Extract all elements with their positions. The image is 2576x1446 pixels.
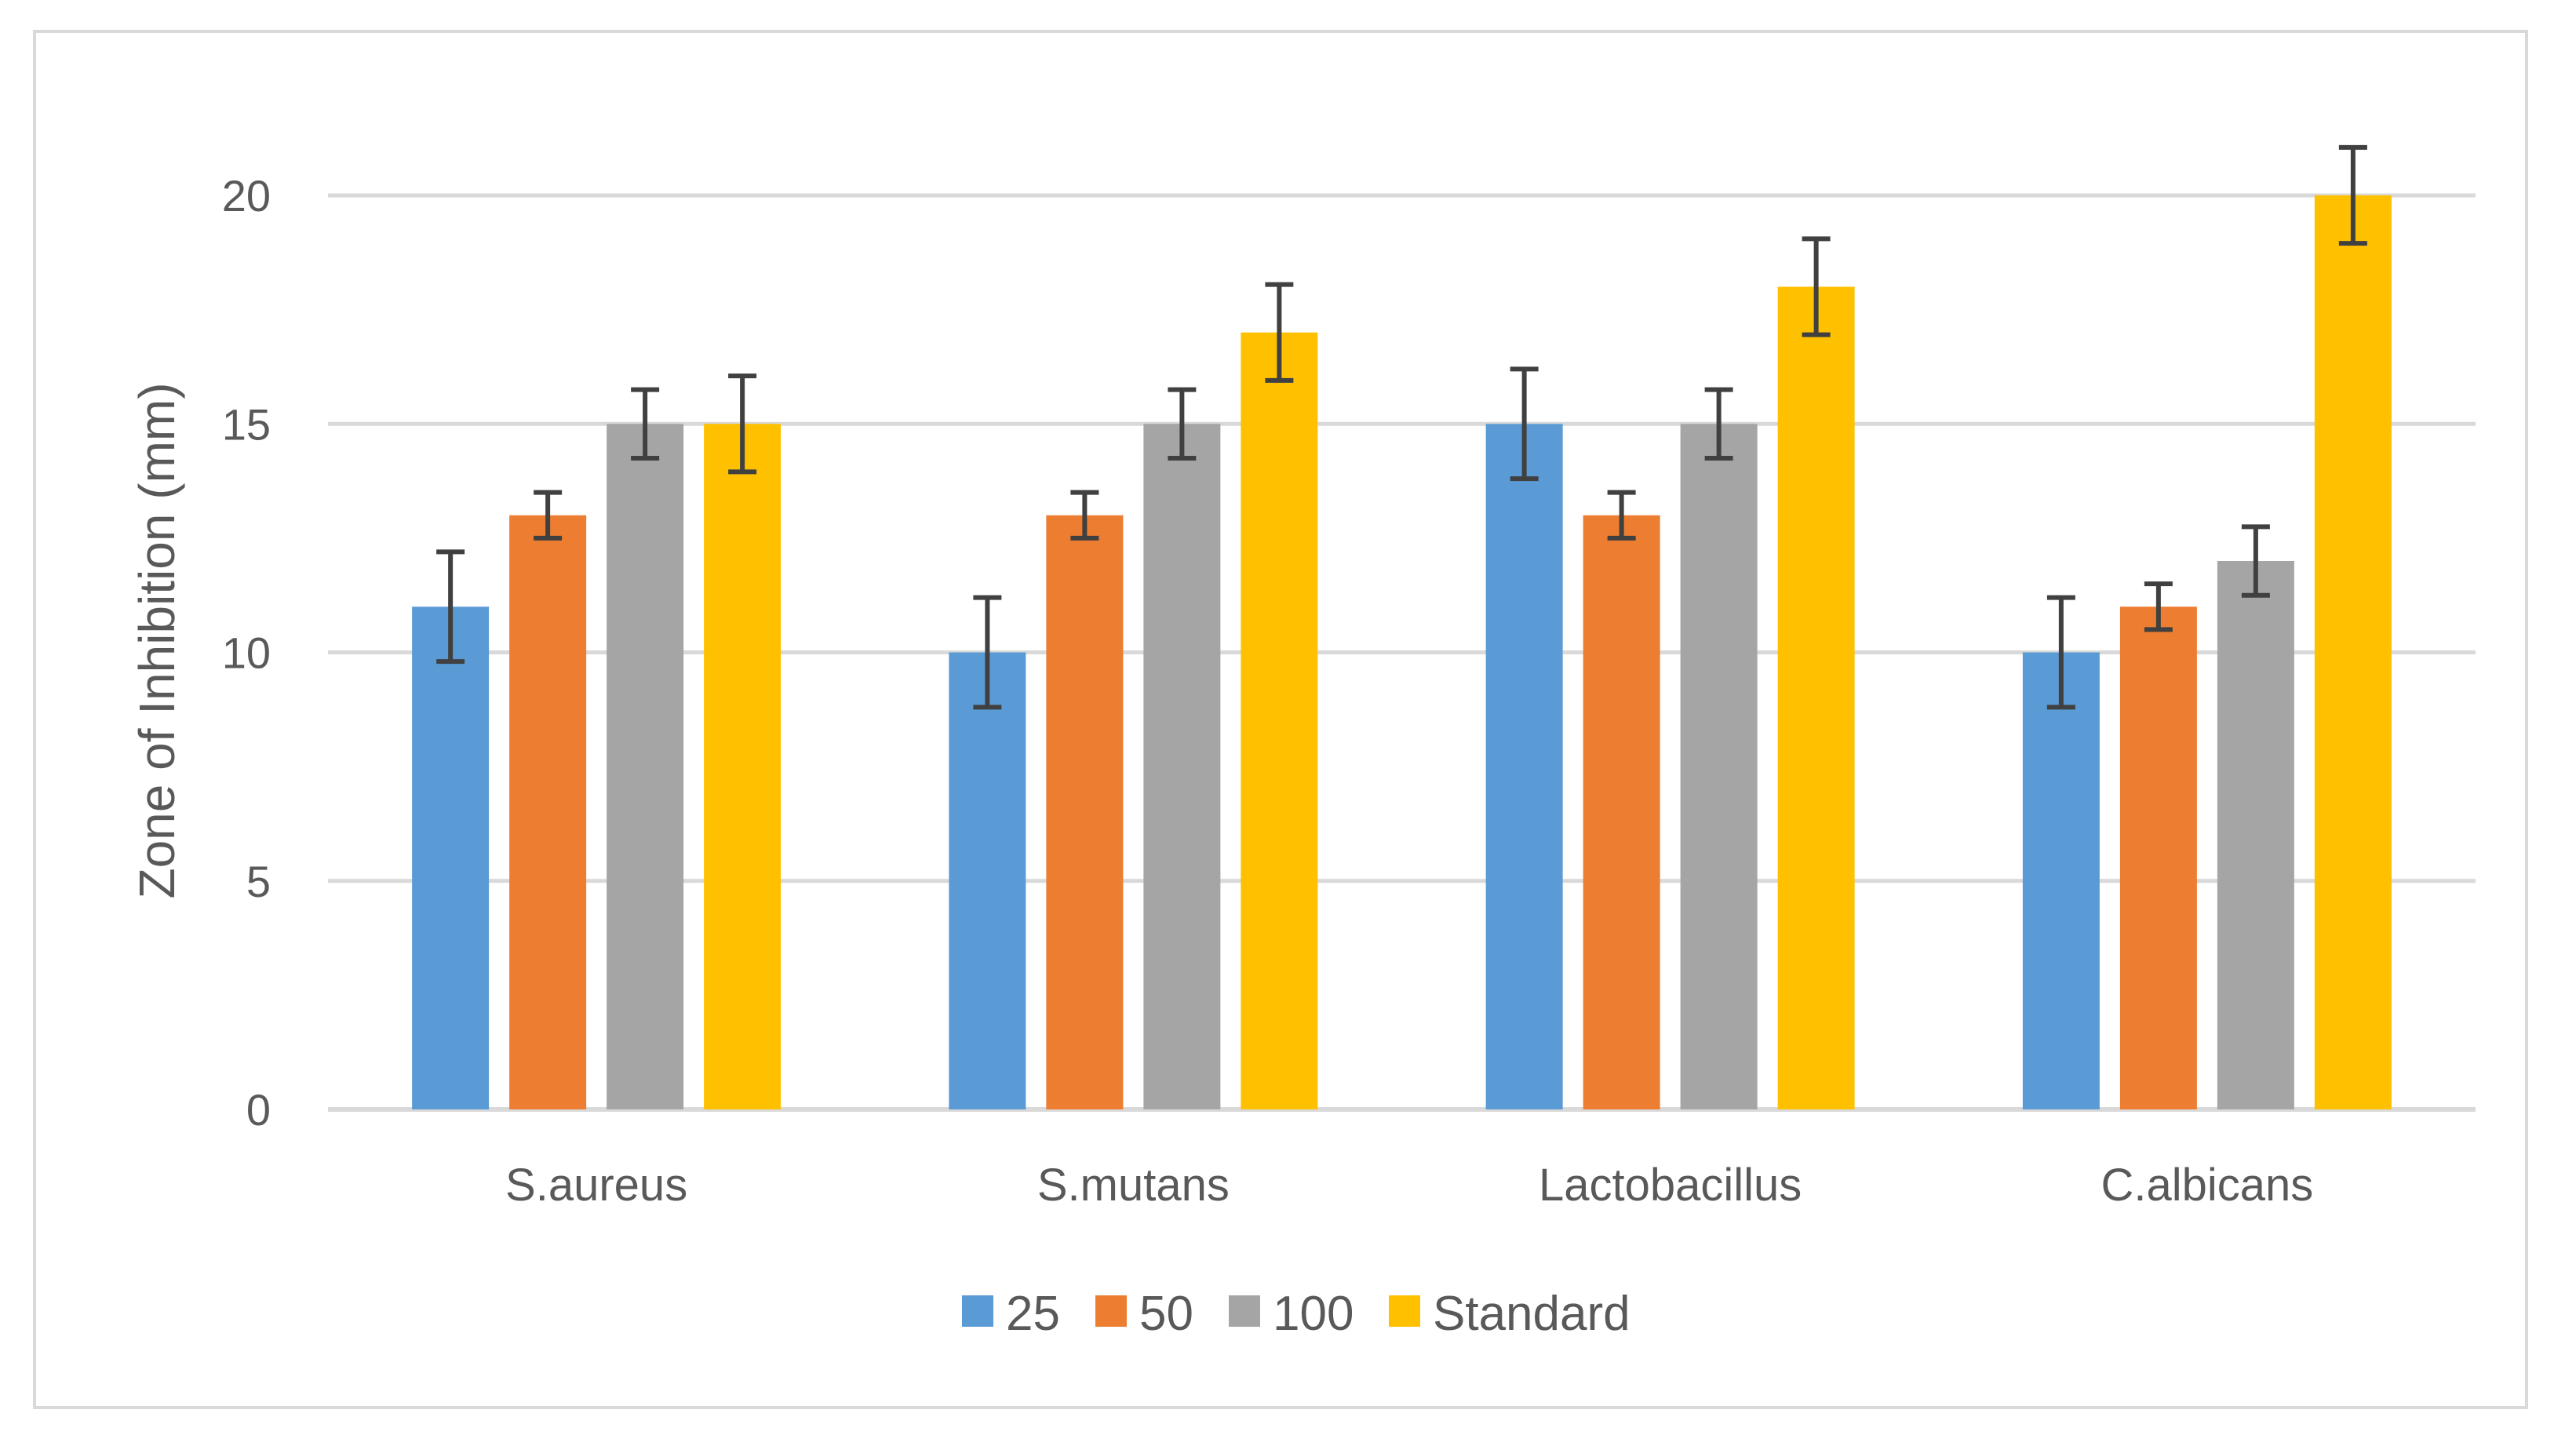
legend-label-25: 25 xyxy=(1006,1287,1060,1341)
bar-c-albicans-25 xyxy=(2022,652,2100,1109)
y-tick-label-15: 15 xyxy=(222,399,271,449)
bar-c-albicans-100 xyxy=(2217,561,2294,1109)
legend-swatch-25 xyxy=(962,1295,993,1327)
legend-swatch-100 xyxy=(1229,1295,1260,1327)
bar-lactobacillus-25 xyxy=(1485,424,1563,1109)
legend-swatch-standard xyxy=(1389,1295,1420,1327)
bar-lactobacillus-50 xyxy=(1583,515,1660,1109)
bar-s-aureus-50 xyxy=(509,515,587,1109)
bar-s-aureus-standard xyxy=(704,424,782,1109)
y-tick-label-5: 5 xyxy=(246,857,271,906)
bar-s-mutans-standard xyxy=(1241,332,1318,1109)
x-tick-label-s-mutans: S.mutans xyxy=(1037,1160,1230,1211)
bar-s-mutans-25 xyxy=(949,652,1026,1109)
bar-lactobacillus-100 xyxy=(1680,424,1758,1109)
x-tick-label-s-aureus: S.aureus xyxy=(505,1160,687,1211)
x-tick-label-c-albicans: C.albicans xyxy=(2101,1160,2313,1211)
y-tick-label-20: 20 xyxy=(222,171,271,220)
legend-label-standard: Standard xyxy=(1433,1287,1630,1341)
legend-label-50: 50 xyxy=(1139,1287,1193,1341)
y-tick-label-0: 0 xyxy=(246,1085,271,1135)
bar-s-aureus-25 xyxy=(412,606,490,1109)
legend-label-100: 100 xyxy=(1273,1287,1354,1341)
bar-s-mutans-100 xyxy=(1143,424,1221,1109)
y-tick-label-10: 10 xyxy=(222,628,271,678)
bar-lactobacillus-standard xyxy=(1777,286,1855,1109)
bar-s-aureus-100 xyxy=(607,424,684,1109)
y-axis-title: Zone of Inhibition (mm) xyxy=(129,382,185,898)
bar-c-albicans-50 xyxy=(2119,606,2197,1109)
legend-swatch-50 xyxy=(1095,1295,1127,1327)
x-tick-label-lactobacillus: Lactobacillus xyxy=(1539,1160,1802,1211)
bar-c-albicans-standard xyxy=(2314,195,2392,1109)
bar-s-mutans-50 xyxy=(1046,515,1124,1109)
